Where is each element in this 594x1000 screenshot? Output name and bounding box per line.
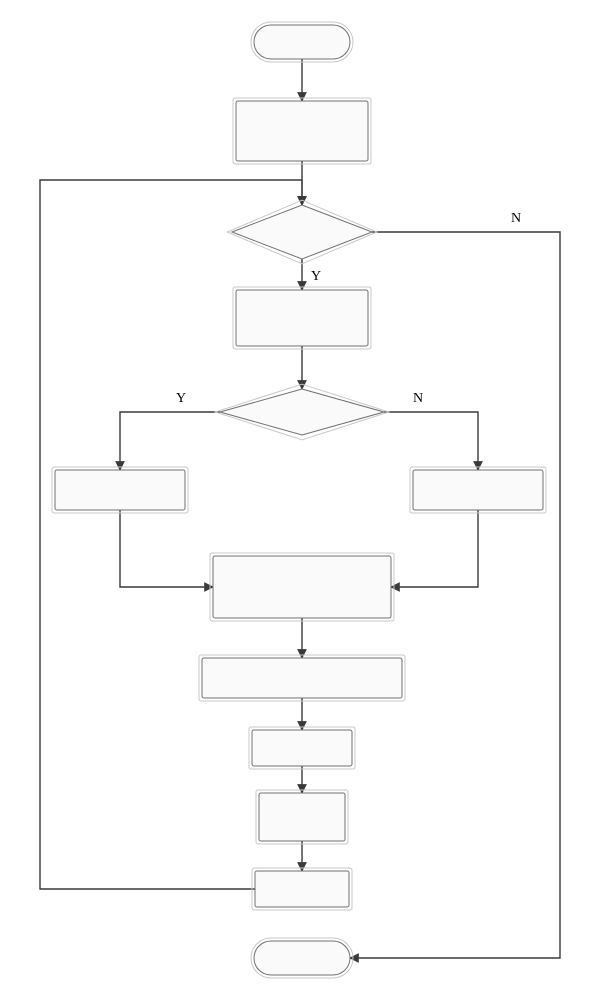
edge-label: Y bbox=[311, 269, 321, 284]
edge-label: Y bbox=[176, 391, 186, 406]
edge-label: N bbox=[413, 391, 423, 406]
edge-label: N bbox=[511, 211, 521, 226]
